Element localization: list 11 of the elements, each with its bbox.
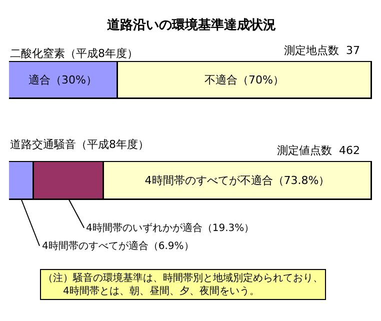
chart-title: 道路交通騒音（平成8年度） [10, 138, 149, 151]
data-label: 不適合（70%） [204, 73, 284, 86]
text: 測定地点数 37 [284, 44, 360, 57]
chart-title: 道路沿いの環境基準達成状況 [106, 17, 276, 33]
chart-subtitle: 二酸化窒素（平成8年度） [10, 47, 138, 60]
text: （注）騒音の環境基準は、時間帯別と地域別定められており、 4時間帯とは、朝、昼間、夕、夜間をいう。 [43, 272, 323, 297]
text: 測定値点数 462 [277, 144, 360, 157]
data-label: 4時間帯のすべてが不適合（73.8%） [144, 174, 330, 187]
data-label: 適合（30%） [28, 73, 97, 86]
data-label: 4時間帯のすべてが適合（6.9%） [42, 240, 194, 252]
data-label: 4時間帯のいずれかが適合（19.3%） [86, 222, 254, 234]
